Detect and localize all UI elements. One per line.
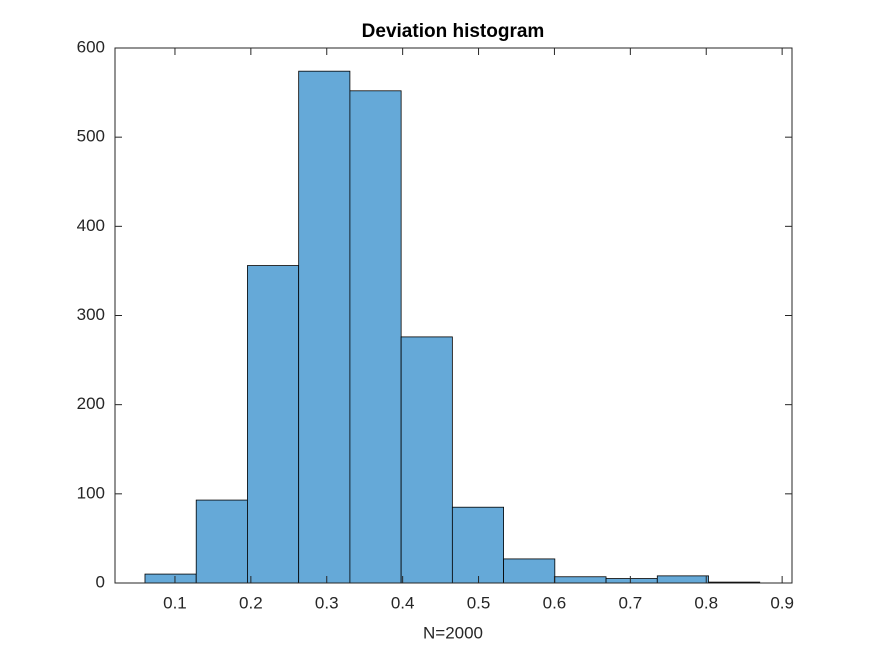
x-tick-label: 0.6 (543, 593, 567, 612)
y-tick-label: 300 (77, 305, 105, 324)
x-tick-label: 0.4 (391, 593, 415, 612)
chart-title: Deviation histogram (362, 21, 545, 42)
y-tick-label: 600 (77, 37, 105, 56)
x-tick-label: 0.8 (694, 593, 718, 612)
y-tick-label: 500 (77, 127, 105, 146)
bar (247, 265, 300, 584)
bar (400, 336, 453, 584)
bar (451, 506, 504, 584)
bar (554, 576, 607, 584)
bar (605, 578, 658, 584)
bar (503, 558, 556, 584)
bar (195, 499, 248, 584)
bar (298, 70, 351, 584)
x-tick-label: 0.5 (467, 593, 491, 612)
x-tick-label: 0.9 (770, 593, 794, 612)
y-tick-label: 100 (77, 483, 105, 502)
bar (349, 90, 402, 584)
x-tick-label: 0.1 (163, 593, 187, 612)
bar (656, 575, 709, 584)
y-tick-label: 200 (77, 394, 105, 413)
x-tick-label: 0.3 (315, 593, 339, 612)
y-tick-label: 400 (77, 216, 105, 235)
y-tick-label: 0 (96, 572, 105, 591)
x-axis-label: N=2000 (423, 623, 483, 642)
x-tick-label: 0.2 (239, 593, 263, 612)
x-tick-label: 0.7 (619, 593, 643, 612)
bar (144, 573, 197, 584)
